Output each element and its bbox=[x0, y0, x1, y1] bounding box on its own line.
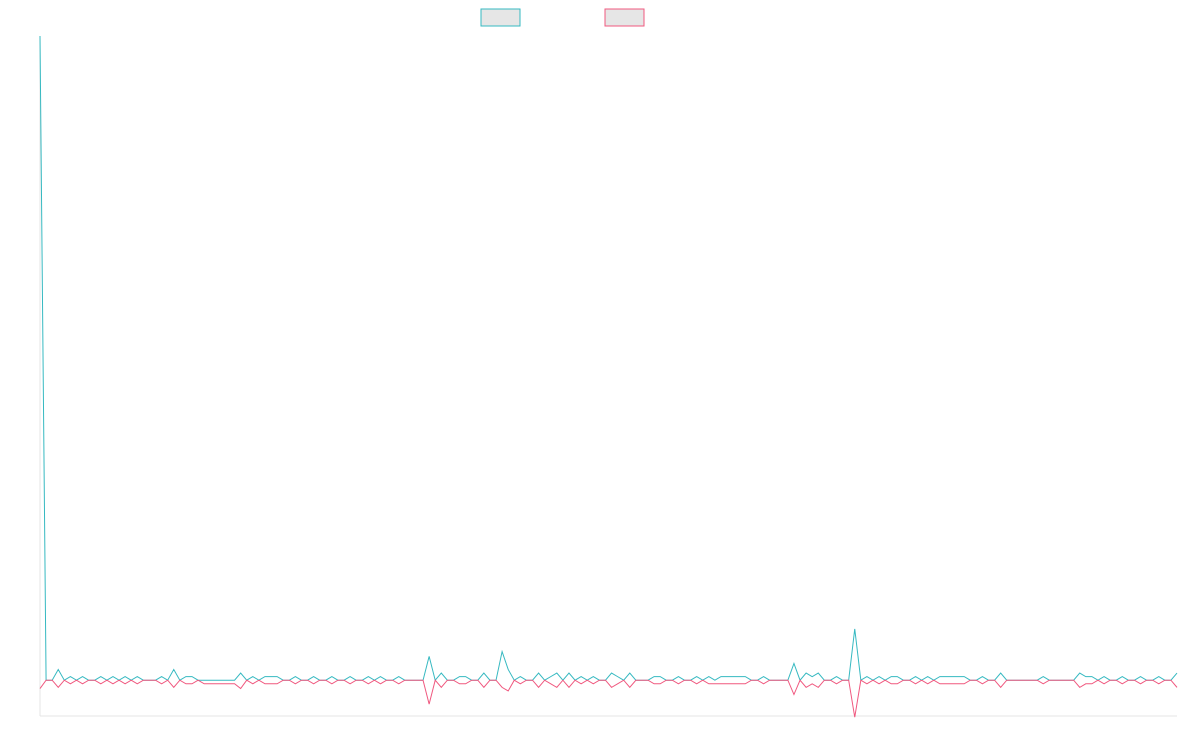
series-line-2 bbox=[39, 679, 1178, 718]
plot-area bbox=[39, 35, 1178, 718]
series-line-1 bbox=[39, 35, 1178, 682]
legend-swatch-2[interactable] bbox=[604, 8, 645, 27]
legend-swatch-1[interactable] bbox=[480, 8, 521, 27]
legend[interactable] bbox=[480, 8, 645, 27]
